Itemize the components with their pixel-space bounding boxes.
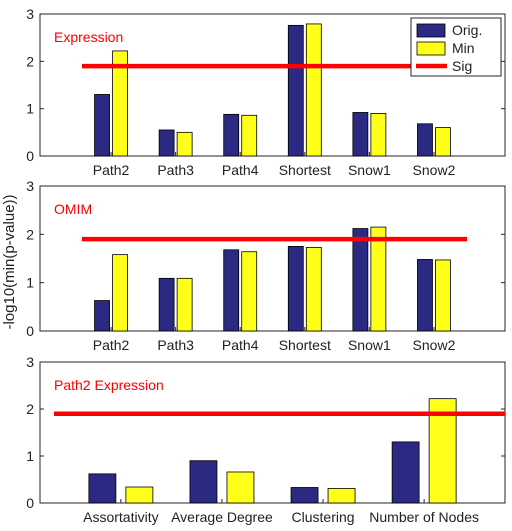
bar-min-path2 — [112, 50, 128, 157]
bar-orig-shortest — [287, 246, 304, 332]
x-tick-label: Snow2 — [413, 337, 456, 353]
bar-min-snow2 — [435, 127, 451, 157]
bar-orig-path3 — [158, 129, 175, 157]
y-tick-label: 1 — [26, 275, 34, 291]
bar-min-number-of-nodes — [428, 398, 457, 504]
bar-orig-snow2 — [417, 259, 433, 332]
bar-orig-assortativity — [88, 473, 117, 504]
bar-orig-path4 — [223, 249, 240, 332]
x-tick-label: Assortativity — [83, 509, 158, 525]
x-tick-label: Snow2 — [413, 162, 456, 178]
bar-min-path3 — [176, 277, 193, 332]
legend-label: Orig. — [452, 22, 482, 38]
panel-title: Path2 Expression — [54, 377, 164, 393]
bar-orig-snow1 — [352, 112, 369, 157]
chart-panel-2: 0 1 2 3 Path2 Path3 Path4 Shortest Snow1 Snow2 OMI… — [26, 178, 506, 353]
x-tick-label: Path4 — [222, 337, 259, 353]
x-tick-label: Snow1 — [348, 337, 391, 353]
y-tick-label: 2 — [26, 226, 34, 242]
bar-orig-shortest — [287, 24, 304, 157]
bar-orig-number-of-nodes — [391, 441, 420, 504]
x-tick-label: Shortest — [279, 162, 331, 178]
y-tick-label: 1 — [26, 101, 34, 117]
bar-min-path3 — [176, 131, 193, 157]
x-tick-label: Path2 — [93, 337, 130, 353]
bar-orig-snow1 — [352, 228, 369, 332]
shared-ylabel: -log10(min(p-value)) — [1, 194, 18, 329]
x-tick-label: Path2 — [93, 162, 130, 178]
y-tick-label: 0 — [26, 148, 34, 164]
bar-orig-path2 — [94, 94, 110, 157]
x-tick-label: Path4 — [222, 162, 259, 178]
y-tick-label: 1 — [26, 448, 34, 464]
x-tick-label: Average Degree — [171, 509, 273, 525]
bar-min-average-degree — [226, 471, 255, 504]
x-tick-label: Shortest — [279, 337, 331, 353]
panel-title: Expression — [54, 29, 123, 45]
bar-min-path4 — [241, 251, 258, 332]
bar-orig-average-degree — [189, 460, 218, 504]
y-tick-label: 3 — [26, 6, 34, 22]
bar-min-assortativity — [125, 486, 154, 504]
panel-title: OMIM — [54, 201, 92, 217]
bar-orig-path3 — [158, 277, 175, 332]
bar-min-clustering — [327, 488, 356, 504]
chart-panel-3: 0 1 2 3 Assortativity Average Degree Clusterin… — [26, 354, 506, 525]
bar-min-path4 — [241, 114, 258, 157]
x-tick-label: Snow1 — [348, 162, 391, 178]
x-tick-label: Number of Nodes — [369, 509, 479, 525]
y-tick-label: 3 — [26, 178, 34, 194]
bar-min-shortest — [305, 246, 322, 332]
bar-min-path2 — [112, 254, 128, 332]
plot-frame — [39, 361, 506, 504]
bar-min-snow1 — [370, 226, 387, 332]
legend-swatch-min — [416, 41, 446, 56]
y-tick-label: 2 — [26, 401, 34, 417]
legend-label: Sig — [452, 58, 472, 74]
bar-orig-path2 — [94, 300, 110, 332]
bar-orig-clustering — [290, 487, 319, 504]
y-tick-label: 2 — [26, 53, 34, 69]
plot-frame — [39, 13, 506, 157]
bar-min-snow2 — [435, 259, 451, 332]
legend-label: Min — [452, 40, 475, 56]
bar-min-shortest — [305, 23, 322, 157]
x-tick-label: Path3 — [157, 162, 194, 178]
bar-orig-snow2 — [417, 123, 433, 157]
x-tick-label: Path3 — [157, 337, 194, 353]
y-tick-label: 3 — [26, 354, 34, 370]
y-tick-label: 0 — [26, 495, 34, 511]
legend-swatch-orig — [416, 23, 446, 38]
plot-frame — [39, 185, 506, 332]
chart-panel-1: 0 1 2 3 Path2 Path3 Path4 Shortest Snow1 Snow2 Exp… — [26, 6, 506, 178]
bar-min-snow1 — [370, 113, 387, 157]
x-tick-label: Clustering — [292, 509, 355, 525]
y-tick-label: 0 — [26, 323, 34, 339]
bar-orig-path4 — [223, 113, 240, 157]
